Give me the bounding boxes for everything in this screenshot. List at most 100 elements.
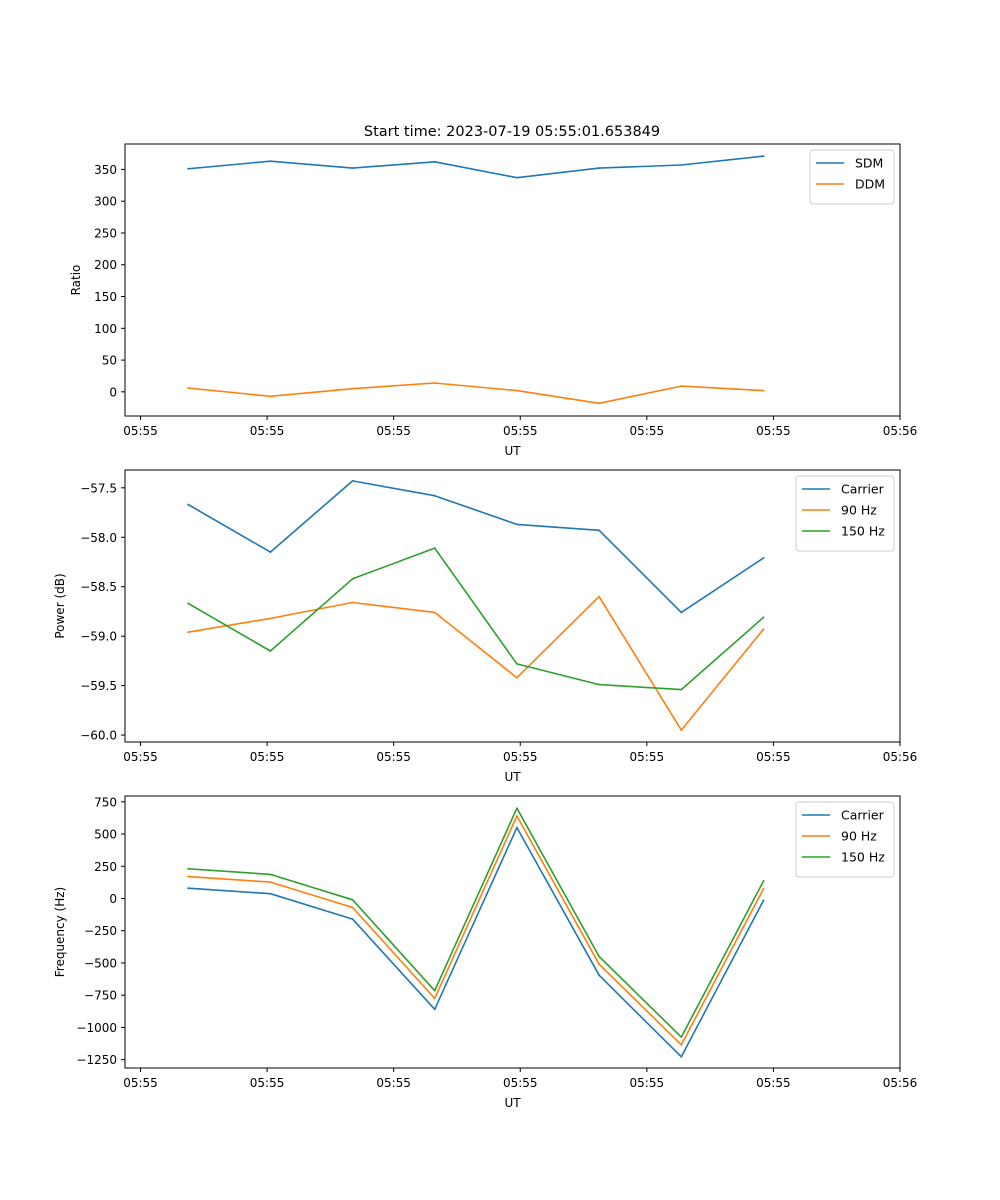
legend-label: 90 Hz [841,503,877,518]
data-point-150-hz [598,955,601,958]
data-point-90-hz [187,875,190,878]
series-line-sdm [187,155,765,179]
x-tick-label: 05:55 [503,1076,538,1090]
data-point-150-hz [516,662,518,665]
legend-label: Carrier [841,808,885,823]
y-tick-label: −60.0 [80,729,117,743]
legend-label: 150 Hz [841,850,885,865]
x-axis-label: UT [504,770,521,784]
x-tick-label: 05:55 [123,424,158,438]
data-point-sdm [433,160,436,163]
data-point-90-hz [516,815,518,817]
y-tick-label: −58.5 [80,580,117,594]
x-tick-label: 05:55 [376,424,411,438]
data-point-carrier [351,479,354,482]
data-point-carrier [762,899,765,902]
legend-label: 150 Hz [841,524,885,539]
data-point-150-hz [187,867,190,870]
data-point-90-hz [762,628,765,631]
data-point-90-hz [269,617,272,620]
x-tick-label: 05:55 [503,750,538,764]
y-axis-label: Power (dB) [53,573,67,638]
data-point-90-hz [187,631,190,634]
chart-title: Start time: 2023-07-19 05:55:01.653849 [364,124,660,140]
data-point-ddm [433,382,436,384]
x-tick-label: 05:56 [883,750,918,764]
data-point-sdm [762,155,765,157]
data-point-150-hz [680,688,683,691]
data-point-carrier [598,529,601,532]
data-point-ddm [269,395,272,398]
data-point-carrier [187,503,190,506]
y-tick-label: 0 [109,385,117,399]
series-line-90-hz [187,595,765,731]
y-tick-label: 200 [94,258,117,272]
y-tick-label: 50 [102,354,117,368]
series-line-90-hz [187,815,765,1046]
data-point-carrier [269,892,272,895]
data-point-150-hz [351,577,354,580]
legend-box [795,801,895,878]
data-point-150-hz [762,880,765,882]
data-point-ddm [187,387,190,389]
legend-label: SDM [855,156,883,171]
data-point-150-hz [516,807,518,810]
x-tick-label: 05:56 [883,1076,918,1090]
data-point-90-hz [516,676,518,679]
x-axis-label: UT [504,1096,521,1110]
data-point-150-hz [269,873,272,876]
data-point-ddm [351,387,354,390]
legend-box [795,475,895,552]
series-line-ddm [187,382,765,405]
y-tick-label: 150 [94,290,117,304]
data-point-150-hz [433,547,436,550]
y-axis-label: Frequency (Hz) [53,887,67,978]
data-point-carrier [516,826,518,829]
data-point-150-hz [187,602,190,605]
data-point-90-hz [433,997,436,1000]
data-point-150-hz [598,683,601,686]
data-point-90-hz [351,906,354,909]
data-point-carrier [351,918,354,921]
y-tick-label: −58.0 [80,531,117,545]
x-tick-label: 05:55 [756,1076,791,1090]
x-tick-label: 05:56 [883,424,918,438]
data-point-carrier [762,557,765,559]
data-point-sdm [516,176,518,179]
y-tick-label: −59.5 [80,679,117,693]
data-point-ddm [762,389,765,392]
x-tick-label: 05:55 [756,750,791,764]
data-point-sdm [269,160,272,163]
data-point-150-hz [269,650,272,652]
y-tick-label: 250 [94,860,117,874]
data-point-150-hz [680,1036,683,1038]
data-point-ddm [516,389,518,392]
data-point-carrier [680,611,683,614]
y-tick-label: −750 [84,989,117,1003]
y-tick-label: −250 [84,924,117,938]
x-axis-label: UT [504,444,521,458]
y-tick-label: −1000 [76,1021,117,1035]
x-tick-label: 05:55 [376,750,411,764]
data-point-90-hz [433,611,436,614]
x-tick-label: 05:55 [630,750,665,764]
y-tick-label: 100 [94,322,117,336]
y-tick-label: 300 [94,195,117,209]
x-tick-label: 05:55 [123,750,158,764]
data-point-90-hz [680,1043,683,1046]
data-point-90-hz [269,881,272,884]
y-tick-label: 250 [94,226,117,240]
data-point-90-hz [680,729,683,732]
y-axis-label: Ratio [69,265,83,296]
chart-panel-1: 05:55 05:55 05:55 05:55 05:55 05:55 05:56 0 50 10… [69,143,918,458]
series-line-carrier [187,480,765,614]
data-point-carrier [598,974,601,977]
x-tick-label: 05:55 [250,1076,285,1090]
data-point-carrier [680,1055,683,1058]
x-tick-label: 05:55 [376,1076,411,1090]
x-tick-label: 05:55 [250,750,285,764]
x-tick-label: 05:55 [756,424,791,438]
legend-label: Carrier [841,482,885,497]
data-point-sdm [351,167,354,170]
